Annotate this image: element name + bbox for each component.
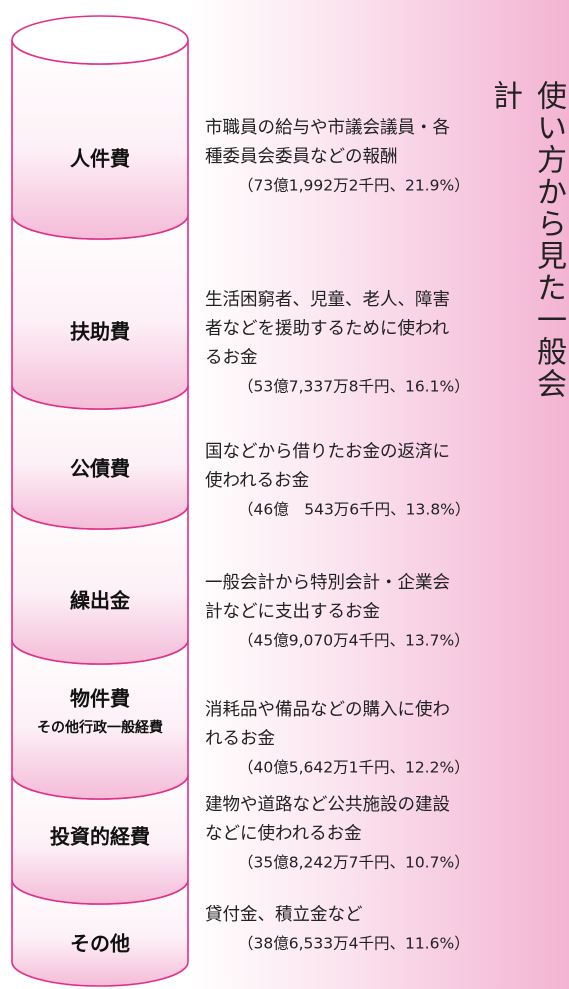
amount: （53億7,337万8千円、16.1%） <box>238 378 470 396</box>
amount: （45億9,070万4千円、13.7%） <box>238 632 470 650</box>
description-line: 貸付金、積立金など <box>205 905 363 925</box>
description-line: 国などから借りたお金の返済に <box>205 442 450 462</box>
vertical-title: 使い方から見た一般会計 <box>487 80 566 400</box>
description-line: 市職員の給与や市議会議員・各 <box>205 118 450 138</box>
amount: （35億8,242万7千円、10.7%） <box>238 854 470 872</box>
description-line: 種委員会委員などの報酬 <box>205 147 398 167</box>
description-line: るお金 <box>205 348 258 368</box>
segment-label: その他 <box>70 932 130 956</box>
description-line: 建物や道路など公共施設の建設 <box>205 795 450 815</box>
cylinder-segment <box>11 39 189 240</box>
description-line: 者などを援助するために使われ <box>205 318 450 339</box>
description-line: 計などに支出するお金 <box>205 602 380 622</box>
description-line: 生活困窮者、児童、老人、障害 <box>205 290 450 310</box>
segment-label: 公債費 <box>70 457 130 481</box>
segment-label: 投資的経費 <box>50 825 150 849</box>
description-line: れるお金 <box>205 729 275 749</box>
description-line: などに使われるお金 <box>205 823 362 844</box>
amount: （73億1,992万2千円、21.9%） <box>238 177 470 195</box>
segment-label: 繰出金 <box>70 589 131 613</box>
description-line: 消耗品や備品などの購入に使わ <box>205 699 450 720</box>
segment-sublabel: その他行政一般経費 <box>37 719 163 736</box>
segment-label: 人件費 <box>70 147 130 171</box>
segment-label: 物件費 <box>70 687 130 711</box>
cylinder-top <box>11 15 189 65</box>
amount: （40億5,642万1千円、12.2%） <box>238 759 470 777</box>
cylinder-segment <box>11 214 189 410</box>
amount: （46億 543万6千円、13.8%） <box>238 501 470 519</box>
description-line: 一般会計から特別会計・企業会 <box>205 573 450 593</box>
description-line: 使われるお金 <box>205 470 309 491</box>
amount: （38億6,533万4千円、11.6%） <box>238 935 470 953</box>
segment-label: 扶助費 <box>70 320 130 344</box>
